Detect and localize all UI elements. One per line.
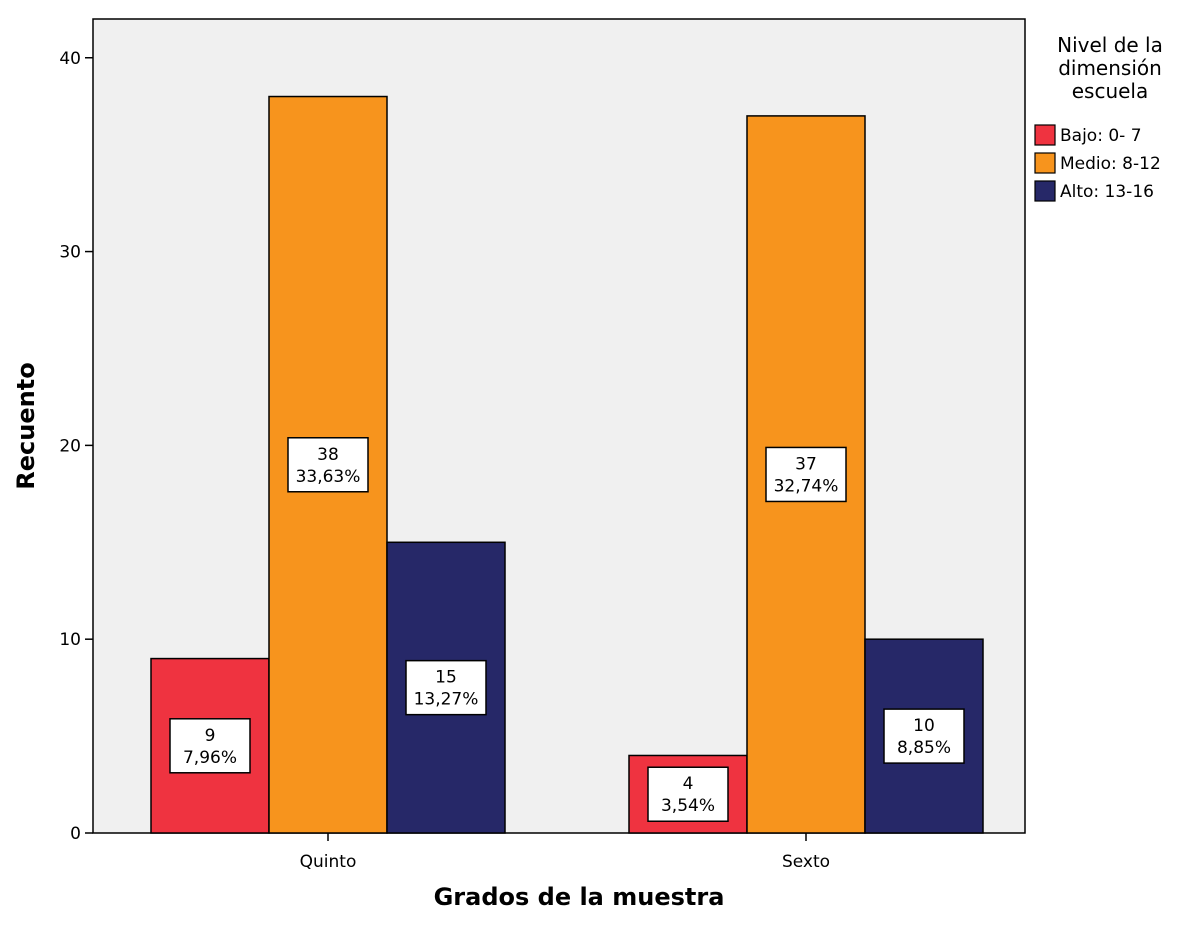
legend-swatch bbox=[1034, 152, 1056, 174]
data-label-percent: 33,63% bbox=[296, 467, 361, 487]
data-label-box bbox=[647, 766, 729, 822]
x-axis: Quinto Sexto bbox=[300, 833, 830, 872]
legend-title-line: Nivel de la bbox=[1057, 33, 1163, 57]
x-tick-label: Sexto bbox=[782, 852, 830, 872]
legend-title-line: dimensión bbox=[1058, 56, 1162, 80]
data-label-count: 37 bbox=[795, 454, 817, 474]
data-label-count: 10 bbox=[913, 716, 935, 736]
legend-label: Alto: 13-16 bbox=[1060, 182, 1154, 202]
data-label-box bbox=[169, 718, 251, 774]
legend-swatch bbox=[1034, 124, 1056, 146]
legend-swatch bbox=[1034, 180, 1056, 202]
y-tick-label: 0 bbox=[70, 824, 81, 844]
data-label-count: 15 bbox=[435, 668, 457, 688]
y-axis: 0 10 20 30 40 bbox=[59, 49, 93, 844]
data-label-box bbox=[765, 446, 847, 503]
y-tick-label: 30 bbox=[59, 243, 81, 263]
data-label-box bbox=[883, 708, 965, 764]
y-tick-label: 20 bbox=[59, 436, 81, 456]
data-label-count: 4 bbox=[683, 774, 694, 794]
data-label-box bbox=[405, 659, 487, 716]
x-axis-title: Grados de la muestra bbox=[434, 883, 725, 911]
x-tick-label: Quinto bbox=[300, 852, 357, 872]
y-tick-label: 10 bbox=[59, 630, 81, 650]
data-label-percent: 7,96% bbox=[183, 748, 237, 768]
y-axis-title: Recuento bbox=[12, 362, 40, 489]
legend-title-line: escuela bbox=[1072, 79, 1149, 103]
legend-label: Bajo: 0- 7 bbox=[1060, 126, 1142, 146]
data-label-count: 38 bbox=[317, 445, 339, 465]
data-label-percent: 13,27% bbox=[414, 690, 479, 710]
data-label-percent: 32,74% bbox=[774, 476, 839, 496]
data-label-percent: 3,54% bbox=[661, 796, 715, 816]
legend-label: Medio: 8-12 bbox=[1060, 154, 1161, 174]
y-tick-label: 40 bbox=[59, 49, 81, 69]
data-label-box bbox=[287, 437, 369, 493]
data-label-percent: 8,85% bbox=[897, 738, 951, 758]
data-label-count: 9 bbox=[205, 726, 216, 746]
